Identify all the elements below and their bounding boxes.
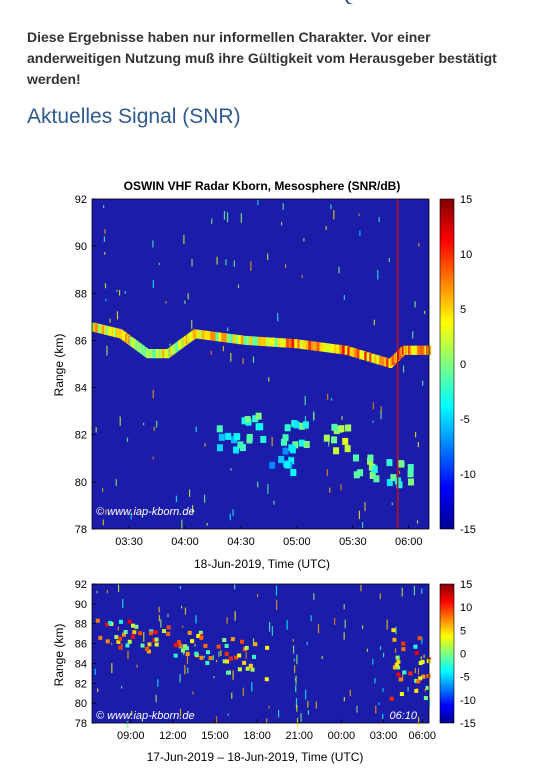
snr-chart-overview: 92 90 88 86 84 82 80 78 09:00 12:00 15:00 18:00 21:… xyxy=(52,579,476,764)
x-tick-label: 03:30 xyxy=(115,536,143,548)
watermark: © www.iap-kborn.de xyxy=(96,506,195,518)
y-tick-label: 90 xyxy=(75,599,87,611)
colorbar-tick-label: 10 xyxy=(460,602,472,614)
colorbar-tick-label: 15 xyxy=(460,194,472,206)
x-tick-label: 18:00 xyxy=(243,730,271,742)
x-tick-label: 06:00 xyxy=(395,536,423,548)
x-tick-label: 03:00 xyxy=(370,730,398,742)
x-axis-label: 18-Jun-2019, Time (UTC) xyxy=(194,557,330,571)
snr-chart-main: OSWIN VHF Radar Kborn, Mesosphere (SNR/d… xyxy=(52,179,476,571)
time-label: 06:10 xyxy=(389,710,417,722)
y-axis-label: Range (km) xyxy=(52,334,66,397)
x-tick-label: 06:00 xyxy=(408,730,436,742)
x-tick-label: 12:00 xyxy=(159,730,187,742)
colorbar-tick-label: -10 xyxy=(460,695,476,707)
x-tick-label: 05:00 xyxy=(283,536,311,548)
chart-title: OSWIN VHF Radar Kborn, Mesosphere (SNR/d… xyxy=(124,179,401,193)
disclaimer-notice: Diese Ergebnisse haben nur informellen C… xyxy=(27,29,497,87)
x-tick-label: 04:30 xyxy=(227,536,255,548)
colorbar-tick-label: 0 xyxy=(460,359,466,371)
y-tick-label: 86 xyxy=(75,335,87,347)
colorbar-tick-label: -5 xyxy=(460,414,470,426)
colorbar xyxy=(439,583,455,724)
colorbar-tick-label: -10 xyxy=(460,469,476,481)
colorbar xyxy=(439,198,455,530)
colorbar-tick-label: 15 xyxy=(460,579,472,591)
colorbar-tick-label: 0 xyxy=(460,649,466,661)
y-tick-label: 92 xyxy=(75,579,87,591)
x-tick-label: 04:00 xyxy=(171,536,199,548)
colorbar-tick-label: 10 xyxy=(460,249,472,261)
colorbar-tick-label: 5 xyxy=(460,625,466,637)
heatmap-area xyxy=(91,198,432,530)
y-tick-label: 80 xyxy=(75,477,87,489)
y-tick-label: 86 xyxy=(75,639,87,651)
y-tick-label: 82 xyxy=(75,678,87,690)
x-tick-label: 09:00 xyxy=(117,730,145,742)
colorbar-tick-label: -15 xyxy=(460,718,476,730)
y-tick-label: 88 xyxy=(75,619,87,631)
y-tick-label: 88 xyxy=(75,288,87,300)
top-heading-remnant xyxy=(340,0,380,4)
watermark: © www.iap-kborn.de xyxy=(96,710,195,722)
x-axis-label: 17-Jun-2019 – 18-Jun-2019, Time (UTC) xyxy=(147,750,364,764)
section-title: Aktuelles Signal (SNR) xyxy=(27,105,241,128)
y-tick-label: 78 xyxy=(75,718,87,730)
x-tick-label: 00:00 xyxy=(328,730,356,742)
y-tick-label: 82 xyxy=(75,430,87,442)
heatmap-area xyxy=(91,583,431,729)
y-tick-label: 90 xyxy=(75,241,87,253)
x-tick-label: 21:00 xyxy=(285,730,313,742)
y-tick-label: 92 xyxy=(75,194,87,206)
y-tick-label: 84 xyxy=(75,658,87,670)
x-tick-label: 05:30 xyxy=(339,536,367,548)
colorbar-tick-label: -15 xyxy=(460,524,476,536)
x-tick-label: 15:00 xyxy=(201,730,229,742)
colorbar-tick-label: 5 xyxy=(460,304,466,316)
y-tick-label: 84 xyxy=(75,383,87,395)
y-tick-label: 78 xyxy=(75,524,87,536)
y-tick-label: 80 xyxy=(75,698,87,710)
colorbar-tick-label: -5 xyxy=(460,672,470,684)
y-axis-label: Range (km) xyxy=(52,624,66,687)
